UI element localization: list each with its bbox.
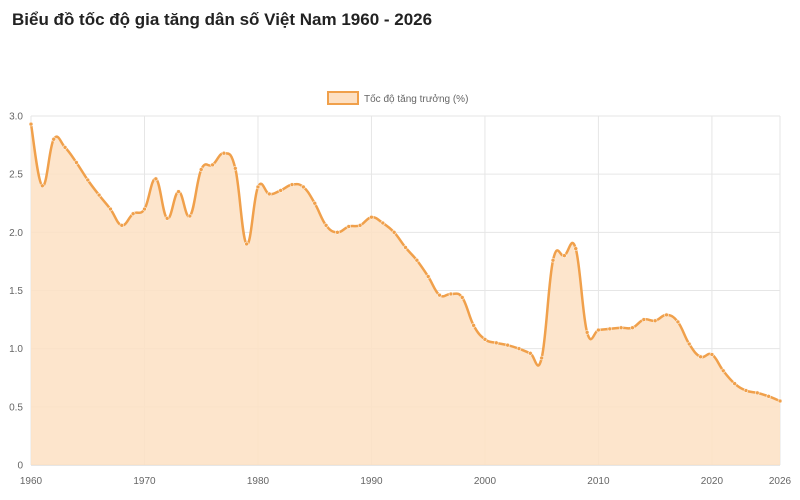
data-point[interactable] [528,351,533,356]
data-point[interactable] [471,323,476,328]
data-point[interactable] [244,241,249,247]
data-point[interactable] [766,394,771,399]
data-point[interactable] [40,183,45,189]
x-axis-ticks: 1960 1970 1980 1990 2000 2010 2020 2026 [20,476,792,487]
data-point[interactable] [142,206,147,212]
data-point[interactable] [448,291,454,297]
data-point[interactable] [335,230,340,235]
data-point[interactable] [323,223,329,228]
x-tick-label: 2000 [474,476,497,487]
data-point[interactable] [357,223,363,228]
y-tick-label: 3.0 [9,112,23,123]
data-point[interactable] [698,354,703,360]
data-point[interactable] [108,206,113,212]
series-area [31,124,780,465]
data-point[interactable] [414,258,420,263]
data-point[interactable] [596,327,601,333]
data-point[interactable] [675,319,681,325]
data-point[interactable] [255,184,261,190]
x-tick-label: 1980 [247,476,270,487]
y-tick-label: 1.5 [9,286,23,297]
data-point[interactable] [482,337,488,342]
x-tick-label: 2010 [587,476,610,487]
data-point[interactable] [550,258,556,263]
data-point[interactable] [164,216,170,221]
x-tick-label: 2026 [769,476,792,487]
data-point[interactable] [732,381,737,386]
data-point[interactable] [62,145,68,150]
x-tick-label: 2020 [701,476,724,487]
data-point[interactable] [607,326,613,332]
data-point[interactable] [562,253,567,258]
data-point[interactable] [425,274,431,279]
data-point[interactable] [198,167,204,172]
y-tick-label: 2.0 [9,228,23,239]
chart-title: Biểu đồ tốc độ gia tăng dân số Việt Nam … [12,10,433,29]
data-point[interactable] [516,346,522,351]
data-point[interactable] [743,388,749,393]
data-point[interactable] [210,162,215,168]
y-tick-label: 0.5 [9,402,23,413]
data-point[interactable] [721,368,726,374]
y-axis-ticks: 0 0.5 1.0 1.5 2.0 2.5 3.0 [9,112,23,472]
data-point[interactable] [176,189,181,194]
data-point[interactable] [641,317,647,322]
data-point[interactable] [85,177,90,183]
data-point[interactable] [130,211,136,216]
data-point[interactable] [618,325,624,330]
x-tick-label: 1960 [20,476,43,487]
data-point[interactable] [153,176,159,182]
data-point[interactable] [664,312,669,318]
data-point[interactable] [539,355,544,361]
data-point[interactable] [221,150,227,156]
data-point[interactable] [74,160,79,165]
data-point[interactable] [346,224,352,229]
data-point[interactable] [630,325,635,330]
data-point[interactable] [51,137,56,142]
x-tick-label: 1970 [133,476,156,487]
data-point[interactable] [233,166,238,171]
data-point[interactable] [119,223,125,228]
data-point[interactable] [437,292,442,298]
data-point[interactable] [289,182,295,187]
y-tick-label: 0 [17,461,23,472]
data-point[interactable] [573,246,578,251]
data-point[interactable] [187,213,193,219]
data-point[interactable] [652,318,658,323]
legend-label: Tốc độ tăng trưởng (%) [364,93,468,105]
data-points [28,121,783,404]
legend[interactable]: Tốc độ tăng trưởng (%) [327,91,468,105]
data-point[interactable] [278,188,283,193]
y-tick-label: 1.0 [9,344,23,355]
data-point[interactable] [380,220,386,226]
data-point[interactable] [96,192,102,198]
data-point[interactable] [459,295,465,300]
area-fill-layer [31,124,780,465]
y-tick-label: 2.5 [9,170,23,181]
data-point[interactable] [494,340,499,346]
data-point[interactable] [709,352,715,357]
x-tick-label: 1990 [360,476,383,487]
data-point[interactable] [301,184,306,190]
data-point[interactable] [755,390,760,396]
data-point[interactable] [391,230,397,235]
data-point[interactable] [28,121,34,127]
data-point[interactable] [267,191,272,197]
data-point[interactable] [312,201,317,206]
data-point[interactable] [686,341,692,347]
data-point[interactable] [505,342,510,348]
data-point[interactable] [584,330,590,335]
legend-swatch [327,91,359,105]
data-point[interactable] [403,245,408,250]
data-point[interactable] [369,214,374,220]
data-point[interactable] [777,398,783,404]
